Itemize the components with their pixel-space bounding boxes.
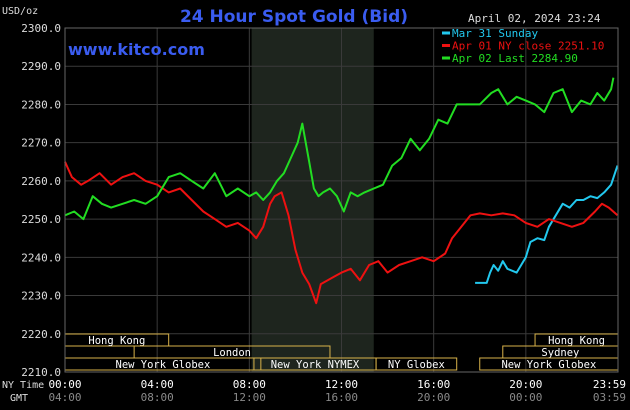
shaded-interval xyxy=(251,28,374,372)
session-label: New York Globex xyxy=(501,359,596,371)
session-label: NY Globex xyxy=(388,359,445,371)
series-line-2 xyxy=(64,161,619,305)
y-tick-label: 2270.0 xyxy=(21,137,61,150)
y-tick-label: 2230.0 xyxy=(21,290,61,303)
grid xyxy=(65,28,618,372)
session-label: Sydney xyxy=(541,347,579,359)
series-line-3 xyxy=(64,77,615,221)
x-tick-label-gmt: 08:00 xyxy=(141,391,174,404)
x-tick-label-ny: 23:59 xyxy=(593,378,626,391)
x-tick-label-gmt: 12:00 xyxy=(233,391,266,404)
x-tick-label-ny: 08:00 xyxy=(233,378,266,391)
x-tick-label-ny: 04:00 xyxy=(141,378,174,391)
y-tick-label: 2250.0 xyxy=(21,213,61,226)
chart-title: 24 Hour Spot Gold (Bid) xyxy=(180,7,408,27)
legend-entry: Apr 01 NY close 2251.10 xyxy=(452,40,604,53)
website-watermark: www.kitco.com xyxy=(68,40,205,59)
x-axis-ticks: 00:0004:0004:0008:0008:0012:0012:0016:00… xyxy=(48,378,626,404)
y-unit-label: USD/oz xyxy=(2,6,38,17)
x-tick-label-ny: 00:00 xyxy=(48,378,81,391)
x-tick-label-gmt: 00:00 xyxy=(509,391,542,404)
x-tick-label-gmt: 20:00 xyxy=(417,391,450,404)
series-lines xyxy=(64,77,619,305)
x-tick-label-ny: 20:00 xyxy=(509,378,542,391)
session-label: Hong Kong xyxy=(548,335,605,347)
y-tick-label: 2220.0 xyxy=(21,328,61,341)
session-label: New York NYMEX xyxy=(271,359,360,371)
x-tick-label-gmt: 16:00 xyxy=(325,391,358,404)
gmt-row-label: GMT xyxy=(10,393,28,404)
y-tick-label: 2260.0 xyxy=(21,175,61,188)
plot-frame xyxy=(64,27,619,373)
x-tick-label-gmt: 03:59 xyxy=(593,391,626,404)
y-tick-label: 2290.0 xyxy=(21,60,61,73)
timestamp: April 02, 2024 23:24 xyxy=(468,12,601,25)
series-line-1 xyxy=(475,165,619,284)
y-tick-label: 2240.0 xyxy=(21,251,61,264)
session-box xyxy=(375,357,458,371)
ny-time-row-label: NY Time xyxy=(2,380,44,391)
x-tick-label-ny: 12:00 xyxy=(325,378,358,391)
session-label: London xyxy=(213,347,251,359)
y-tick-label: 2280.0 xyxy=(21,98,61,111)
y-tick-label: 2300.0 xyxy=(21,22,61,35)
y-tick-label: 2210.0 xyxy=(21,366,61,379)
session-label: Hong Kong xyxy=(88,335,145,347)
legend-entry: Mar 31 Sunday xyxy=(452,27,538,40)
session-label: New York Globex xyxy=(116,359,211,371)
x-tick-label-gmt: 04:00 xyxy=(48,391,81,404)
x-tick-label-ny: 16:00 xyxy=(417,378,450,391)
y-axis-ticks: 2210.0 2220.0 2230.0 2240.0 2250.0 2260.0 2270… xyxy=(21,22,61,379)
legend-entry: Apr 02 Last 2284.90 xyxy=(452,52,578,65)
